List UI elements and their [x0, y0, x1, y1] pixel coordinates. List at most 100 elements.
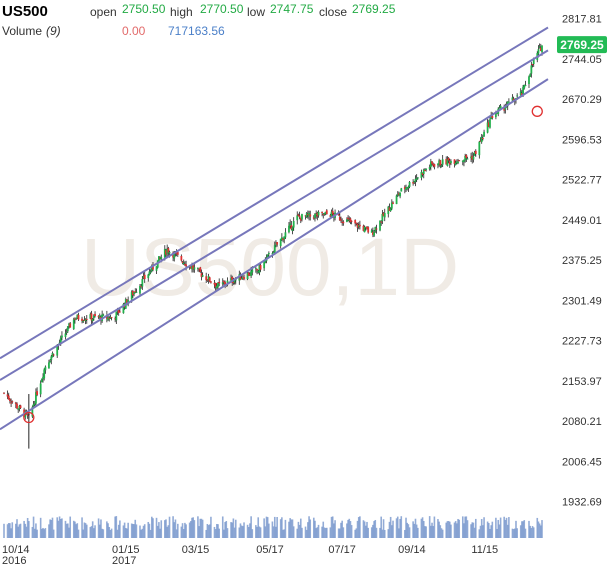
candle [466, 156, 469, 160]
volume-bar [167, 525, 170, 538]
candle [373, 230, 375, 237]
y-tick-label: 2227.73 [562, 336, 602, 348]
volume-bar [355, 528, 358, 538]
last-price-badge-bg [557, 36, 607, 54]
candle [258, 263, 261, 276]
volume-bar [425, 526, 427, 538]
volume-bar [3, 523, 5, 538]
candle [322, 213, 325, 219]
candle [425, 168, 428, 172]
volume-bar [158, 522, 160, 538]
volume-bar [490, 525, 492, 538]
channel-line-upper[interactable] [0, 26, 549, 360]
markers [23, 105, 543, 424]
candle [247, 271, 250, 276]
candle [312, 215, 315, 220]
marker-circle [531, 105, 543, 117]
candle [64, 329, 67, 340]
volume-bar [296, 528, 299, 538]
candle [143, 271, 146, 283]
open-value: 2750.50 [122, 2, 166, 16]
candle [315, 210, 318, 219]
volume-bar [405, 517, 407, 538]
candle [531, 63, 534, 68]
candle [472, 153, 475, 163]
candle [176, 251, 179, 257]
volume-bar [218, 528, 220, 538]
volume-bar [289, 518, 291, 538]
volume-bar [11, 522, 14, 538]
volume-bar [207, 525, 210, 538]
volume-bar [465, 516, 468, 538]
candle [446, 156, 449, 167]
candle [42, 373, 44, 383]
volume-bar [365, 525, 367, 538]
volume-bar [82, 529, 85, 538]
volume-bar [503, 516, 505, 538]
volume-bar [464, 516, 466, 538]
candle [289, 219, 292, 229]
volume-bar [379, 527, 381, 538]
candle [453, 159, 456, 168]
candle [374, 226, 377, 233]
candle [180, 254, 183, 262]
x-tick-label: 07/17 [328, 544, 356, 556]
volume-bar [521, 521, 523, 538]
candle [340, 216, 342, 223]
y-tick-label: 2301.49 [562, 295, 602, 307]
volume-bar [322, 521, 325, 538]
volume-bar [76, 523, 79, 538]
volume-bar [117, 524, 120, 538]
candle [338, 213, 341, 221]
volume-bar [93, 528, 95, 538]
candle [193, 263, 196, 273]
volume-bar [305, 529, 308, 538]
volume-bar [109, 529, 112, 538]
channel-lines[interactable] [0, 26, 549, 431]
volume-bar [7, 523, 10, 538]
candle [381, 209, 384, 225]
price-axis[interactable]: 2817.81 2744.05 2670.29 2596.53 2522.77 2449.… [562, 14, 602, 509]
candle [429, 158, 432, 171]
volume-bar [257, 517, 260, 538]
volume-bar [431, 522, 433, 538]
volume-bar [165, 519, 167, 538]
volume-bar [395, 518, 398, 538]
candle [389, 207, 392, 212]
candle [519, 88, 522, 97]
volume-bar [413, 523, 416, 538]
volume-bar [388, 521, 391, 538]
candle [167, 246, 170, 257]
volume-bar [116, 529, 119, 538]
volume-bar [370, 527, 373, 538]
high-value: 2770.50 [200, 2, 244, 16]
candle [375, 224, 378, 234]
volume-bar [473, 527, 476, 538]
candle [298, 211, 301, 220]
candle [147, 273, 150, 282]
volume-bar [309, 519, 312, 538]
volume-bar [26, 517, 29, 538]
volume-bar [61, 518, 63, 538]
candle [280, 233, 283, 241]
volume-bar [454, 521, 457, 538]
volume-bar [329, 527, 332, 538]
channel-line-middle[interactable] [0, 49, 549, 381]
volume-bar [42, 527, 44, 538]
y-tick-label: 2522.77 [562, 175, 602, 187]
volume-bar [275, 526, 277, 538]
channel-line-lower[interactable] [0, 78, 549, 431]
candle [415, 174, 418, 183]
candle [218, 278, 221, 287]
volume-bar [226, 528, 229, 538]
volume-bar [524, 528, 527, 538]
candle [291, 226, 294, 235]
volume-bar [56, 517, 59, 538]
volume-bar [441, 529, 444, 538]
volume-bar [531, 526, 534, 538]
volume-bar [373, 521, 375, 538]
volume-bar [10, 528, 12, 538]
